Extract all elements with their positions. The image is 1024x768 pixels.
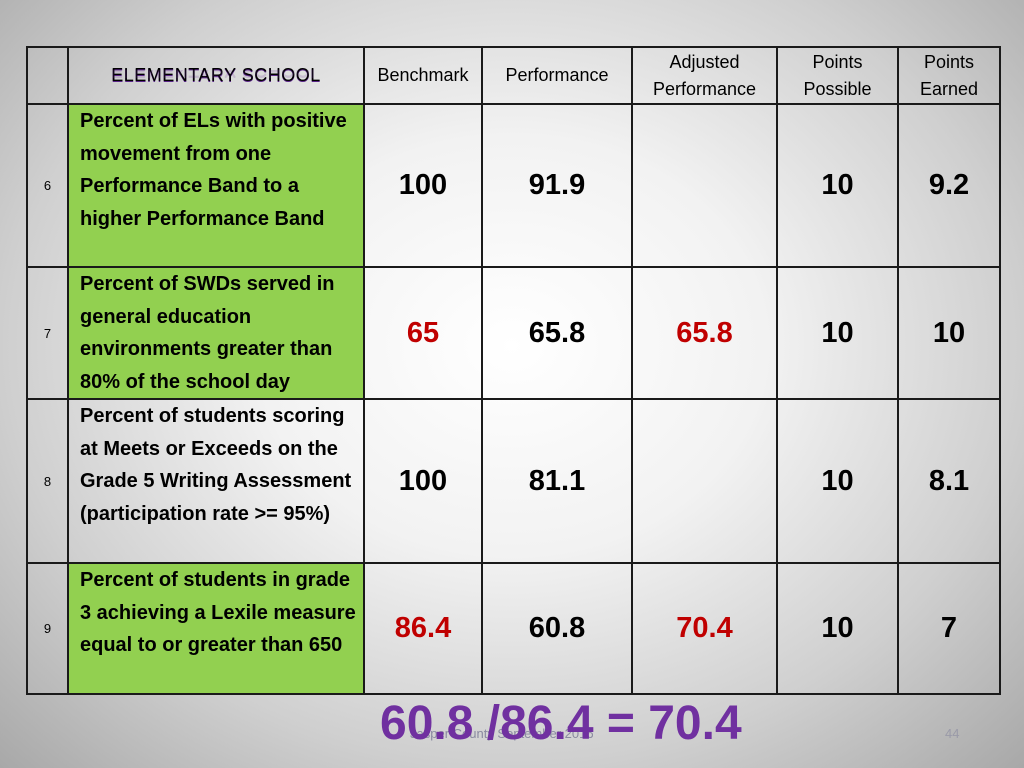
row-number: 6 [26,103,69,268]
table-row: 9 Percent of students in grade 3 achievi… [26,562,1001,695]
performance-value: 91.9 [481,103,633,268]
adjusted-performance-value [631,103,778,268]
row-number: 9 [26,562,69,695]
performance-value: 65.8 [481,266,633,400]
benchmark-value: 100 [363,103,483,268]
row-description: Percent of students scoring at Meets or … [67,398,365,564]
row-description: Percent of students in grade 3 achieving… [67,562,365,695]
adjusted-performance-value: 70.4 [631,562,778,695]
header-row: ELEMENTARY SCHOOL ELEMENTARY SCHOOL Benc… [26,46,1001,105]
performance-value: 81.1 [481,398,633,564]
table-row: 8 Percent of students scoring at Meets o… [26,398,1001,564]
points-earned-value: 7 [897,562,1001,695]
adjusted-performance-value: 65.8 [631,266,778,400]
benchmark-value: 65 [363,266,483,400]
benchmark-value: 86.4 [363,562,483,695]
row-number: 7 [26,266,69,400]
points-possible-value: 10 [776,398,899,564]
table-row: 6 Percent of ELs with positive movement … [26,103,1001,268]
points-earned-value: 9.2 [897,103,1001,268]
row-description: Percent of SWDs served in general educat… [67,266,365,400]
header-points-possible: Points Possible [776,46,899,105]
row-description: Percent of ELs with positive movement fr… [67,103,365,268]
header-adjusted-performance: Adjusted Performance [631,46,778,105]
adjusted-performance-value [631,398,778,564]
points-possible-value: 10 [776,266,899,400]
slide-number: 44 [945,726,960,741]
section-title: ELEMENTARY SCHOOL ELEMENTARY SCHOOL [67,46,365,105]
header-points-earned: Points Earned [897,46,1001,105]
scorecard-table: ELEMENTARY SCHOOL ELEMENTARY SCHOOL Benc… [26,46,1001,695]
points-earned-value: 8.1 [897,398,1001,564]
points-possible-value: 10 [776,562,899,695]
benchmark-value: 100 [363,398,483,564]
row-number: 8 [26,398,69,564]
header-number-cell [26,46,69,105]
header-performance: Performance [481,46,633,105]
footer-text: Jasper County September 2016 [410,726,594,741]
points-possible-value: 10 [776,103,899,268]
header-benchmark: Benchmark [363,46,483,105]
performance-value: 60.8 [481,562,633,695]
points-earned-value: 10 [897,266,1001,400]
table-row: 7 Percent of SWDs served in general educ… [26,266,1001,400]
formula-text: 60.8 /86.4 = 70.4 [380,697,742,750]
